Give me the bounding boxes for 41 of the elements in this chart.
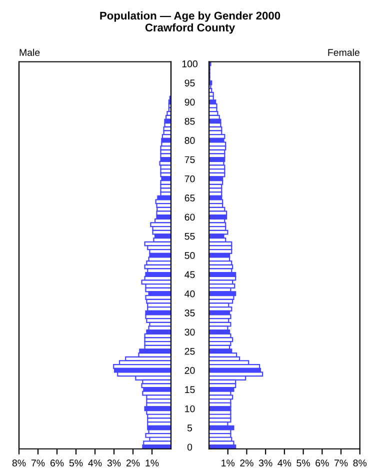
x-tick-label: 3% bbox=[258, 460, 272, 466]
x-tick-label: 2% bbox=[126, 460, 140, 466]
y-tick-label: 40 bbox=[184, 290, 195, 298]
y-tick-label: 85 bbox=[184, 118, 195, 125]
x-tick-label: 4% bbox=[88, 460, 102, 466]
chart-subtitle: Crawford County bbox=[145, 23, 236, 34]
x-tick-label: 5% bbox=[296, 460, 310, 466]
y-tick-label: 95 bbox=[184, 80, 195, 86]
text: Female bbox=[328, 48, 360, 56]
x-tick-label: 1% bbox=[222, 460, 235, 466]
y-tick-label: 5 bbox=[187, 424, 192, 432]
y-tick-label: 55 bbox=[184, 232, 195, 240]
y-tick-label: 60 bbox=[184, 214, 195, 221]
y-tick-label: 45 bbox=[184, 271, 195, 278]
y-tick-label: 70 bbox=[184, 175, 195, 182]
x-tick-label: 3% bbox=[107, 460, 121, 466]
y-tick-label: 90 bbox=[184, 98, 195, 106]
y-tick-label: 10 bbox=[185, 405, 195, 412]
x-tick-label: 6% bbox=[316, 460, 329, 466]
y-tick-label: 15 bbox=[185, 386, 195, 394]
y-tick-label: 100 bbox=[182, 60, 198, 68]
x-tick-label: 8% bbox=[353, 460, 367, 466]
y-tick-label: 0 bbox=[187, 444, 192, 451]
y-tick-label: 20 bbox=[184, 367, 195, 374]
chart-title: Population — Age by Gender 2000 bbox=[100, 11, 280, 22]
x-tick-label: 4% bbox=[278, 460, 292, 466]
y-tick-label: 80 bbox=[184, 137, 195, 144]
y-tick-label: 65 bbox=[184, 194, 195, 202]
y-tick-label: 50 bbox=[184, 252, 195, 259]
x-tick-label: 8% bbox=[12, 460, 26, 466]
x-tick-label: 6% bbox=[50, 460, 64, 466]
y-tick-label: 30 bbox=[184, 328, 195, 336]
x-tick-label: 7% bbox=[31, 460, 45, 466]
x-tick-label: 5% bbox=[69, 460, 83, 466]
x-tick-label: 7% bbox=[334, 460, 348, 466]
y-tick-label: 75 bbox=[184, 156, 195, 164]
y-tick-label: 25 bbox=[184, 348, 195, 355]
text: Male bbox=[20, 48, 40, 56]
x-tick-label: 1% bbox=[146, 460, 159, 466]
x-tick-label: 2% bbox=[240, 460, 254, 466]
y-tick-label: 35 bbox=[184, 310, 195, 316]
